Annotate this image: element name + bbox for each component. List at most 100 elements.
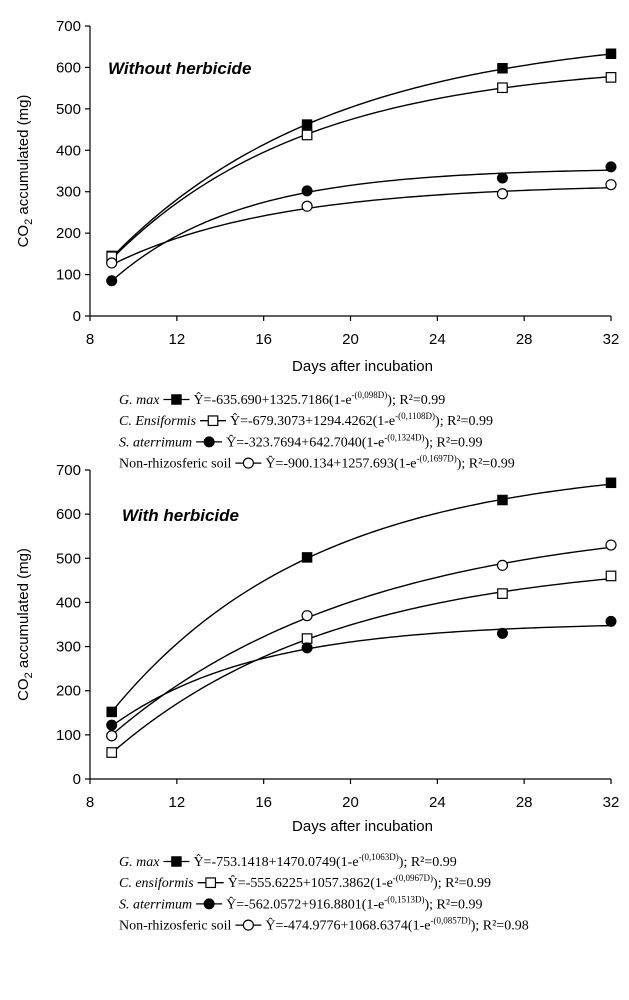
- y-tick-label: 300: [56, 184, 81, 201]
- equation-formula-exponent: -(0,1324D): [384, 432, 424, 442]
- x-axis-title: Days after incubation: [292, 818, 433, 835]
- y-axis-title-sub: 2: [23, 672, 35, 678]
- x-tick-label: 8: [86, 794, 94, 811]
- equation-legend-marker: [203, 436, 215, 448]
- series-c-ensiformis: [106, 72, 617, 263]
- equation-non-rhizosferic-soil: Non-rhizosferic soil Ŷ=-474.9776+1068.637…: [119, 916, 529, 934]
- equation-formula-fit: ); R²=0.99: [387, 393, 445, 408]
- x-tick-label: 24: [429, 331, 446, 348]
- y-tick-label: 600: [56, 506, 81, 523]
- equation-formula-fit: ); R²=0.99: [399, 855, 457, 870]
- data-point-c-ensiformis: [605, 72, 617, 83]
- equation-s-aterrimum: S. aterrimum Ŷ=-562.0572+916.8801(1-e-(0,…: [119, 894, 482, 912]
- data-point-g-max: [497, 63, 508, 74]
- equation-formula-main: Ŷ=-323.7694+642.7040(1-e: [226, 433, 384, 450]
- x-tick-label: 16: [255, 331, 272, 348]
- equation-non-rhizosferic-soil: Non-rhizosferic soil Ŷ=-900.134+1257.693(…: [119, 454, 515, 472]
- equation-formula-exponent: -(0,1513D): [384, 894, 424, 904]
- equation-legend-marker: [242, 919, 254, 931]
- equation-species: S. aterrimum: [119, 897, 192, 912]
- data-point-g-max: [301, 119, 313, 130]
- series-g-max: [106, 48, 617, 262]
- y-tick-label: 400: [56, 142, 81, 159]
- data-point-non-rhizosferic-soil: [605, 539, 617, 551]
- series-c-ensiformis: [106, 570, 617, 758]
- chart-title: With herbicide: [122, 506, 239, 525]
- equation-species: Non-rhizosferic soil: [119, 457, 231, 472]
- equation-legend-marker: [203, 898, 215, 910]
- equation-formula-exponent: -(0,1697D): [416, 454, 456, 464]
- x-tick-label: 32: [603, 331, 620, 348]
- equation-legend-marker: [171, 394, 182, 405]
- equation-formula-exponent: -(0,0967D): [393, 873, 433, 883]
- y-axis-title-post: accumulated (mg): [15, 95, 32, 219]
- data-point-c-ensiformis: [301, 633, 313, 644]
- series-s-aterrimum: [106, 615, 617, 731]
- series-non-rhizosferic-soil: [106, 539, 617, 742]
- equation-species: S. aterrimum: [119, 435, 192, 450]
- equation-formula-main: Ŷ=-474.9776+1068.6374(1-e: [265, 917, 430, 934]
- data-point-g-max: [106, 706, 117, 718]
- x-tick-label: 28: [516, 794, 533, 811]
- equation-g-max: G. max Ŷ=-635.690+1325.7186(1-e-(0,098D))…: [119, 390, 445, 408]
- equation-formula-fit: ); R²=0.98: [471, 919, 529, 934]
- y-axis-title: CO2 accumulated (mg): [15, 548, 35, 701]
- equation-legend-marker: [171, 856, 182, 867]
- equation-formula-fit: ); R²=0.99: [424, 435, 482, 450]
- equation-formula-fit: ); R²=0.99: [435, 414, 493, 429]
- chart-title: Without herbicide: [108, 59, 251, 78]
- equation-species: Non-rhizosferic soil: [119, 919, 231, 934]
- equation-formula-fit: ); R²=0.99: [457, 457, 515, 472]
- x-tick-label: 32: [603, 794, 620, 811]
- data-point-g-max: [605, 477, 617, 489]
- data-point-non-rhizosferic-soil: [106, 730, 118, 742]
- equation-formula-main: Ŷ=-900.134+1257.693(1-e: [265, 455, 416, 472]
- equation-formula: Ŷ=-753.1418+1470.0749(1-e-(0,1063D)); R²…: [193, 852, 456, 870]
- y-axis-title: CO2 accumulated (mg): [15, 95, 35, 248]
- chart-panel-2: 0 100 200 300 400 500 600 700 8 12 16 20 24 28 32 Days …: [15, 462, 619, 934]
- equation-formula-exponent: -(0,1063D): [359, 852, 399, 862]
- equation-formula-exponent: -(0,0857D): [430, 916, 470, 926]
- y-tick-label: 600: [56, 59, 81, 76]
- data-point-g-max: [605, 48, 617, 60]
- equation-species: C. Ensiformis: [119, 414, 197, 429]
- x-tick-label: 28: [516, 331, 533, 348]
- equation-legend-marker: [207, 415, 219, 427]
- x-tick-label: 8: [86, 331, 94, 348]
- equation-species: C. ensiformis: [119, 876, 194, 891]
- y-tick-label: 300: [56, 639, 81, 656]
- data-point-non-rhizosferic-soil: [605, 179, 617, 191]
- data-point-s-aterrimum: [605, 161, 617, 173]
- data-point-non-rhizosferic-soil: [301, 200, 313, 212]
- x-tick-label: 12: [168, 331, 185, 348]
- equation-formula-exponent: -(0,098D): [352, 390, 388, 400]
- y-tick-label: 200: [56, 683, 81, 700]
- y-axis-title-post: accumulated (mg): [15, 548, 32, 672]
- series-line-g-max: [111, 483, 612, 713]
- data-point-c-ensiformis: [497, 588, 508, 599]
- data-point-g-max: [497, 494, 508, 506]
- x-tick-label: 16: [255, 794, 272, 811]
- equation-species: G. max: [119, 855, 160, 870]
- data-point-non-rhizosferic-soil: [496, 559, 509, 571]
- x-tick-label: 24: [429, 794, 446, 811]
- y-tick-label: 700: [56, 462, 81, 479]
- y-tick-label: 500: [56, 550, 81, 567]
- equation-formula: Ŷ=-635.690+1325.7186(1-e-(0,098D)); R²=0…: [193, 390, 445, 408]
- x-tick-label: 12: [168, 794, 185, 811]
- data-point-non-rhizosferic-soil: [301, 610, 313, 622]
- series-line-non-rhizosferic-soil: [111, 169, 612, 282]
- equation-formula: Ŷ=-323.7694+642.7040(1-e-(0,1324D)); R²=…: [226, 432, 482, 450]
- data-point-c-ensiformis: [497, 82, 508, 94]
- y-axis-title-pre: CO: [15, 678, 32, 701]
- equation-legend-marker: [205, 877, 217, 889]
- equation-formula-fit: ); R²=0.99: [424, 897, 482, 912]
- y-tick-label: 200: [56, 225, 81, 242]
- x-axis-title: Days after incubation: [292, 358, 433, 375]
- series-line-non-rhizosferic-soil: [111, 546, 612, 736]
- data-point-c-ensiformis: [301, 129, 313, 141]
- data-point-s-aterrimum: [605, 615, 617, 627]
- equation-formula: Ŷ=-679.3073+1294.4262(1-e-(0,1108D)); R²…: [230, 411, 493, 429]
- data-point-non-rhizosferic-soil: [106, 257, 118, 269]
